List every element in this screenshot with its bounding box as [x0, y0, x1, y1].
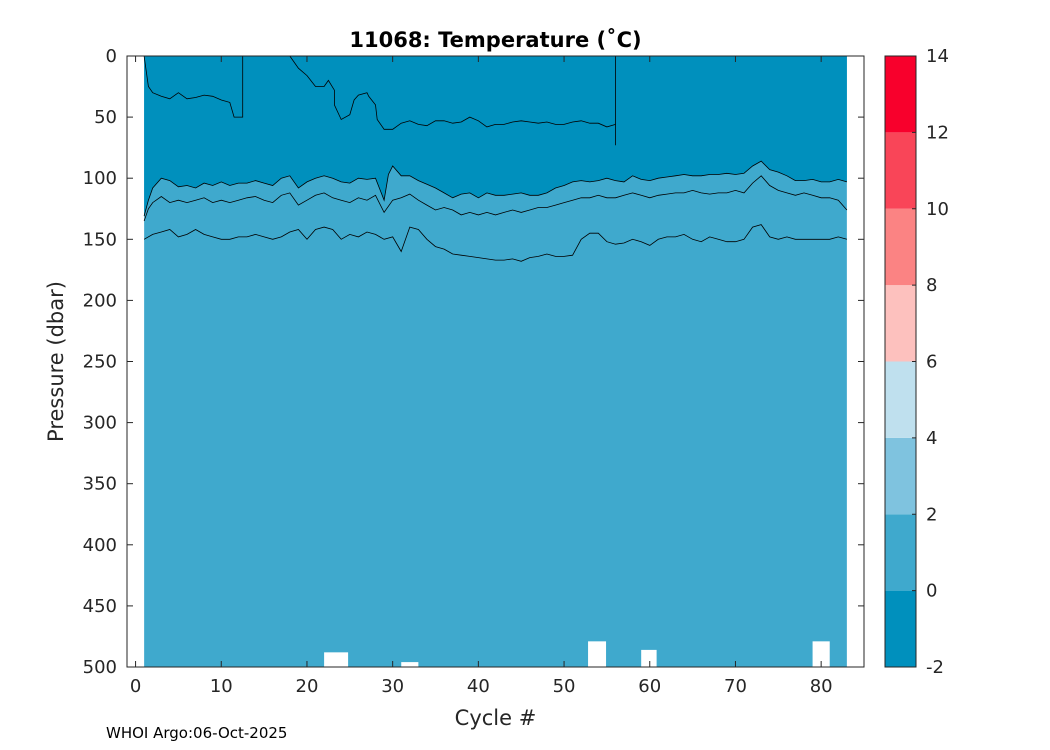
y-tick-label: 150 — [83, 229, 117, 250]
contour-zero-isotherm — [143, 160, 848, 217]
colorbar-tick-label: 14 — [926, 46, 949, 67]
colorbar-band-5 — [885, 208, 916, 286]
y-tick-label: 300 — [83, 413, 117, 434]
x-tick-label: 10 — [210, 676, 233, 697]
colorbar-tick-label: 0 — [926, 581, 937, 602]
colorbar-tick-label: 10 — [926, 199, 949, 220]
colorbar-tick-label: 4 — [926, 428, 937, 449]
contour-upper-isotherm — [143, 55, 244, 118]
contour-isotherm-1 — [143, 224, 848, 262]
x-tick-label: 80 — [810, 676, 833, 697]
colorbar-band-7 — [885, 56, 916, 133]
colorbar-tick-label: 12 — [926, 122, 949, 143]
x-tick-label: 30 — [381, 676, 404, 697]
colorbar-tick-label: 8 — [926, 275, 937, 296]
data-gap-0 — [324, 652, 349, 667]
y-tick-label: 400 — [83, 535, 117, 556]
y-tick-label: 200 — [83, 290, 117, 311]
colorbar-band-3 — [885, 361, 916, 438]
contour-isotherm-0.5 — [143, 175, 848, 222]
x-tick-label: 50 — [553, 676, 576, 697]
contour-upper-isotherm-b — [289, 55, 616, 146]
colorbar-band-1 — [885, 514, 916, 591]
y-tick-label: 100 — [83, 168, 117, 189]
x-axis-label: Cycle # — [455, 706, 537, 730]
x-tick-label: 60 — [638, 676, 661, 697]
colorbar-tick-label: 6 — [926, 352, 937, 373]
y-tick-label: 500 — [83, 657, 117, 678]
y-axis-label: Pressure (dbar) — [44, 281, 68, 442]
y-tick-label: 50 — [94, 107, 117, 128]
data-gap-2 — [588, 641, 607, 667]
colorbar-tick-label: 2 — [926, 504, 937, 525]
chart-title: 11068: Temperature (˚C) — [349, 28, 641, 52]
colorbar-band-6 — [885, 132, 916, 209]
data-gap-3 — [641, 649, 657, 667]
colorbar-band-0 — [885, 590, 916, 667]
x-tick-label: 20 — [296, 676, 319, 697]
y-tick-label: 0 — [106, 46, 117, 67]
y-tick-label: 250 — [83, 352, 117, 373]
colorbar-band-2 — [885, 437, 916, 515]
y-tick-label: 350 — [83, 474, 117, 495]
footer-credit: WHOI Argo:06-Oct-2025 — [106, 724, 288, 742]
x-tick-label: 40 — [467, 676, 490, 697]
colorbar-tick-label: -2 — [926, 657, 944, 678]
x-tick-label: 0 — [130, 676, 141, 697]
data-gap-1 — [401, 662, 419, 667]
colorbar-band-4 — [885, 285, 916, 362]
y-tick-label: 450 — [83, 596, 117, 617]
data-gap-4 — [812, 641, 830, 667]
x-tick-label: 70 — [724, 676, 747, 697]
